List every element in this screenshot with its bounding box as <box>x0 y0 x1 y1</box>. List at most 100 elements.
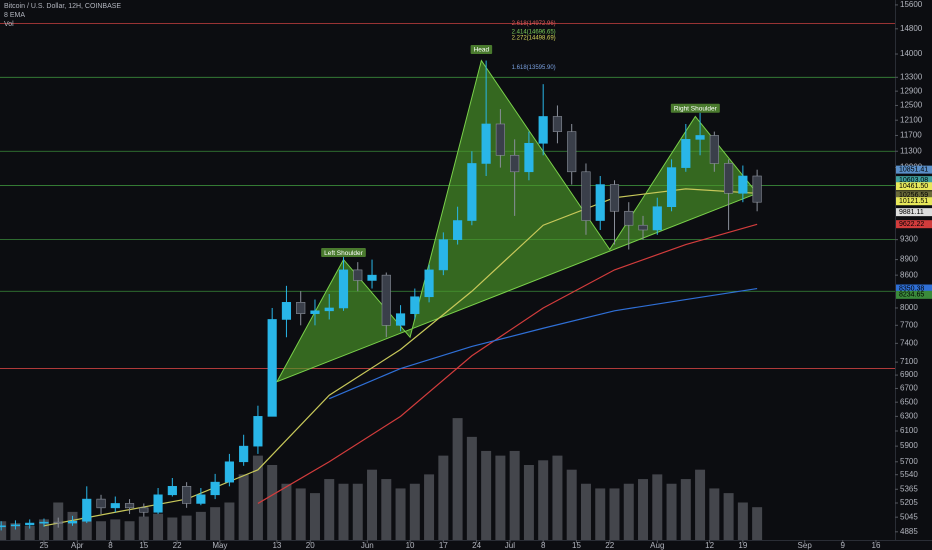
volume-bar <box>566 469 577 540</box>
x-tick-label: 8 <box>108 541 113 550</box>
volume-bar <box>281 483 292 540</box>
volume-bar <box>495 455 506 540</box>
volume-bar <box>124 521 135 540</box>
price-badge <box>896 290 932 299</box>
indicator-label: Vol <box>4 21 14 28</box>
annotation-box <box>670 103 720 113</box>
volume-bar <box>96 521 107 540</box>
price-badge-label: 9622.22 <box>899 221 924 228</box>
y-tick-label: 9300 <box>900 235 918 244</box>
volume-bar <box>424 474 435 540</box>
candle-body <box>581 171 591 221</box>
x-tick-label: 17 <box>439 541 448 550</box>
price-badge-label: 10851.41 <box>899 166 928 173</box>
volume-bar <box>438 455 449 540</box>
candle-body <box>124 503 135 509</box>
x-tick-label: Apr <box>71 541 84 550</box>
volume-bar <box>10 523 21 540</box>
y-tick-label: 5900 <box>900 441 918 450</box>
y-tick-label: 14000 <box>900 49 923 58</box>
volume-bar <box>723 493 734 540</box>
volume-bar <box>652 474 663 540</box>
y-tick-label: 11300 <box>900 146 922 155</box>
volume-bar <box>623 483 634 540</box>
price-badge <box>896 182 932 191</box>
volume-bar <box>695 469 706 540</box>
volume-bar <box>338 483 349 540</box>
annotation-label: Head <box>474 47 490 54</box>
y-tick-label: 8900 <box>900 255 918 264</box>
volume-bar <box>680 479 691 540</box>
candle-body <box>738 175 748 194</box>
candle-body <box>53 521 63 524</box>
candle-body <box>0 525 6 528</box>
candle-body <box>495 123 505 156</box>
y-tick-label: 8000 <box>900 303 918 312</box>
candle-body <box>510 154 520 173</box>
candle-body <box>709 135 719 164</box>
price-badge-label: 10603.08 <box>899 177 928 184</box>
price-badge <box>896 284 932 293</box>
y-tick-label: 4885 <box>900 527 918 536</box>
candle-body <box>338 269 349 309</box>
y-tick-label: 5205 <box>900 498 918 507</box>
annotation-box <box>470 45 493 55</box>
y-tick-label: 13300 <box>900 72 923 81</box>
volume-bar <box>67 511 78 540</box>
fib-label: 2.618(14972.96) <box>512 21 556 27</box>
candle-body <box>538 116 548 144</box>
y-tick-label: 8600 <box>900 270 918 279</box>
candle-body <box>367 274 377 281</box>
y-tick-label: 6500 <box>900 397 918 406</box>
candle-body <box>281 302 292 320</box>
candle-body <box>666 167 677 208</box>
y-tick-label: 7100 <box>900 357 918 366</box>
volume-bar <box>523 465 534 540</box>
volume-bar <box>352 483 363 540</box>
candle-body <box>224 461 234 483</box>
volume-bar <box>309 493 320 540</box>
volume-bar <box>595 488 606 540</box>
x-tick-label: 20 <box>306 541 315 550</box>
candle-body <box>39 521 49 524</box>
x-tick-label: 19 <box>738 541 747 550</box>
volume-bar <box>195 511 206 540</box>
candle-body <box>67 520 78 524</box>
volume-bar <box>238 474 249 540</box>
x-tick-label: Aug <box>650 541 664 550</box>
x-tick-label: 15 <box>572 541 581 550</box>
annotation-label: Left Shoulder <box>324 250 364 257</box>
x-tick-label: Jul <box>505 541 515 550</box>
x-tick-label: 16 <box>872 541 881 550</box>
volume-bar <box>224 502 235 540</box>
candle-body <box>695 135 705 140</box>
volume-bar <box>0 521 7 540</box>
price-badge-label: 8234.65 <box>899 292 924 299</box>
y-tick-label: 5540 <box>900 470 918 479</box>
volume-bar <box>110 519 121 540</box>
y-tick-label: 15600 <box>900 0 923 9</box>
candle-body <box>467 163 477 221</box>
annotation-label: Right Shoulder <box>674 105 718 112</box>
y-tick-label: 6300 <box>900 411 918 420</box>
y-tick-label: 11700 <box>900 131 922 140</box>
candle-body <box>182 486 192 504</box>
volume-bar <box>395 488 406 540</box>
price-badge <box>896 197 932 206</box>
candle-body <box>453 220 463 240</box>
y-tick-label: 5700 <box>900 457 918 466</box>
candle-body <box>167 486 177 496</box>
candle-body <box>25 522 35 526</box>
chart-title: Bitcoin / U.S. Dollar, 12H, COINBASE <box>4 3 121 10</box>
annotation-box <box>321 248 366 258</box>
x-tick-label: Jun <box>361 541 374 550</box>
candle-body <box>96 498 106 509</box>
candle-body <box>552 116 563 132</box>
candle-body <box>410 296 420 314</box>
volume-bar <box>709 488 720 540</box>
candle-body <box>724 163 734 194</box>
x-tick-label: 15 <box>139 541 148 550</box>
y-tick-label: 6100 <box>900 426 918 435</box>
